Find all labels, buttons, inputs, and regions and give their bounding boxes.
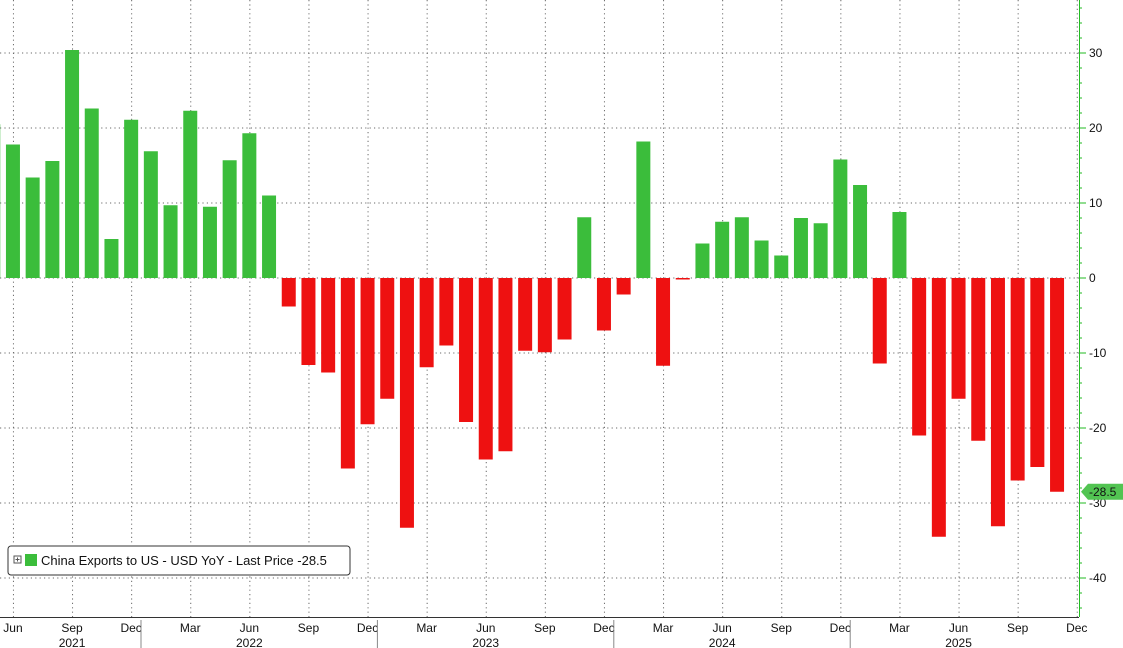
- bar-2023-11: [577, 217, 592, 278]
- bar-2022-07: [262, 195, 277, 278]
- x-tick-label: Mar: [653, 621, 674, 635]
- x-tick-label: Dec: [120, 621, 141, 635]
- bar-2023-01: [380, 278, 395, 399]
- y-tick-label: -20: [1089, 421, 1107, 435]
- bar-2023-05: [459, 278, 474, 422]
- bar-2022-06: [242, 133, 257, 278]
- bar-2022-10: [321, 278, 336, 373]
- bar-2022-01: [143, 151, 158, 278]
- x-tick-label: Jun: [712, 621, 731, 635]
- bar-2021-07: [25, 177, 40, 278]
- bar-2025-09: [1010, 278, 1025, 481]
- x-tick-label: Dec: [357, 621, 378, 635]
- legend[interactable]: China Exports to US - USD YoY - Last Pri…: [7, 545, 351, 576]
- bar-2025-10: [1030, 278, 1045, 467]
- bar-2022-03: [183, 110, 198, 278]
- x-tick-label: Jun: [240, 621, 259, 635]
- x-tick-label: Mar: [889, 621, 910, 635]
- x-tick-label: Sep: [534, 621, 556, 635]
- bar-2024-06: [715, 221, 730, 278]
- legend-collapse-icon[interactable]: [13, 555, 22, 564]
- x-tick-label: Jun: [949, 621, 968, 635]
- bar-2022-09: [301, 278, 316, 365]
- bar-2025-01: [853, 185, 868, 278]
- x-year-label: 2022: [236, 636, 263, 648]
- last-value-marker: -28.5: [1081, 483, 1123, 500]
- bar-2024-07: [734, 217, 749, 278]
- bar-2022-12: [360, 278, 375, 425]
- bar-2025-04: [912, 278, 927, 436]
- bar-2021-08: [45, 161, 60, 278]
- bar-2023-06: [478, 278, 493, 460]
- x-tick-label: Dec: [830, 621, 851, 635]
- bar-2023-12: [596, 278, 611, 331]
- bar-2025-05: [931, 278, 946, 537]
- bar-2021-06: [5, 144, 20, 278]
- bar-2022-02: [163, 205, 178, 278]
- bar-2023-04: [439, 278, 454, 346]
- x-tick-label: Dec: [593, 621, 614, 635]
- bar-2024-04: [675, 278, 690, 280]
- y-tick-label: -10: [1089, 346, 1107, 360]
- legend-box: [7, 545, 351, 576]
- x-tick-label: Dec: [1066, 621, 1087, 635]
- x-year-label: 2023: [472, 636, 499, 648]
- bar-2021-09: [65, 50, 80, 278]
- bar-2022-11: [340, 278, 355, 469]
- y-tick-label: 20: [1089, 121, 1103, 135]
- bar-2022-04: [202, 206, 217, 278]
- x-year-label: 2024: [709, 636, 736, 648]
- bar-2023-08: [518, 278, 533, 351]
- last-value-label: -28.5: [1089, 485, 1117, 499]
- y-tick-label: 10: [1089, 196, 1103, 210]
- bar-2025-08: [990, 278, 1005, 527]
- bar-2025-11: [1050, 278, 1065, 492]
- bars-layer: [0, 50, 1065, 537]
- bar-2024-01: [616, 278, 631, 295]
- bar-2023-07: [498, 278, 513, 452]
- x-tick-label: Jun: [476, 621, 495, 635]
- bar-2023-09: [537, 278, 552, 353]
- x-year-label: 2025: [945, 636, 972, 648]
- legend-label: China Exports to US - USD YoY - Last Pri…: [41, 553, 327, 568]
- bar-2023-02: [399, 278, 414, 528]
- bar-2024-12: [833, 159, 848, 278]
- bar-2024-10: [793, 218, 808, 278]
- bar-2025-07: [971, 278, 986, 441]
- x-tick-label: Sep: [1007, 621, 1029, 635]
- bar-2021-12: [124, 119, 139, 278]
- x-tick-label: Sep: [771, 621, 793, 635]
- legend-swatch: [25, 554, 37, 566]
- bar-2021-11: [104, 239, 119, 278]
- x-tick-label: Jun: [3, 621, 22, 635]
- x-tick-label: Mar: [180, 621, 201, 635]
- x-tick-label: Sep: [61, 621, 83, 635]
- x-year-label: 2021: [59, 636, 86, 648]
- bar-2023-03: [419, 278, 434, 368]
- y-tick-label: 30: [1089, 46, 1103, 60]
- bar-2024-08: [754, 240, 769, 278]
- bar-2023-10: [557, 278, 572, 340]
- x-axis: Jun Sep Dec Mar Jun Sep Dec Mar Jun Sep Dec Mar Jun S…: [0, 617, 1087, 648]
- bar-2024-02: [636, 141, 651, 278]
- bar-2021-10: [84, 108, 99, 278]
- x-tick-label: Mar: [416, 621, 437, 635]
- bar-2022-05: [222, 160, 237, 278]
- x-tick-label: Sep: [298, 621, 320, 635]
- y-tick-label: -40: [1089, 571, 1107, 585]
- y-tick-label: 0: [1089, 271, 1096, 285]
- last-value-tag: [1081, 483, 1123, 500]
- bar-2024-09: [774, 255, 789, 278]
- bar-2022-08: [281, 278, 296, 307]
- bar-2025-06: [951, 278, 966, 399]
- bar-2025-03: [892, 212, 907, 278]
- bar-2025-02: [872, 278, 887, 364]
- bar-2024-03: [656, 278, 671, 366]
- bar-2024-11: [813, 223, 828, 278]
- bar-2024-05: [695, 243, 710, 278]
